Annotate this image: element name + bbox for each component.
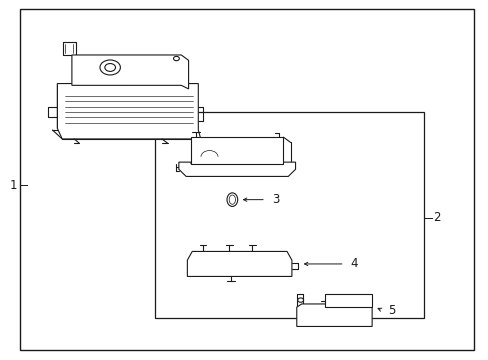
Bar — [191, 137, 283, 164]
Ellipse shape — [226, 193, 237, 206]
Text: 2: 2 — [432, 211, 440, 224]
Circle shape — [100, 60, 120, 75]
Polygon shape — [296, 304, 371, 327]
Text: 1: 1 — [10, 179, 18, 192]
Polygon shape — [187, 251, 291, 276]
Polygon shape — [72, 55, 188, 89]
Circle shape — [173, 57, 179, 61]
Bar — [154, 112, 424, 318]
Circle shape — [297, 298, 303, 302]
Text: 5: 5 — [387, 304, 395, 317]
Polygon shape — [57, 84, 201, 139]
Text: 3: 3 — [271, 193, 279, 206]
Bar — [325, 294, 371, 307]
Text: 4: 4 — [350, 257, 357, 270]
Polygon shape — [179, 162, 295, 176]
Circle shape — [104, 64, 115, 71]
Ellipse shape — [229, 195, 235, 204]
